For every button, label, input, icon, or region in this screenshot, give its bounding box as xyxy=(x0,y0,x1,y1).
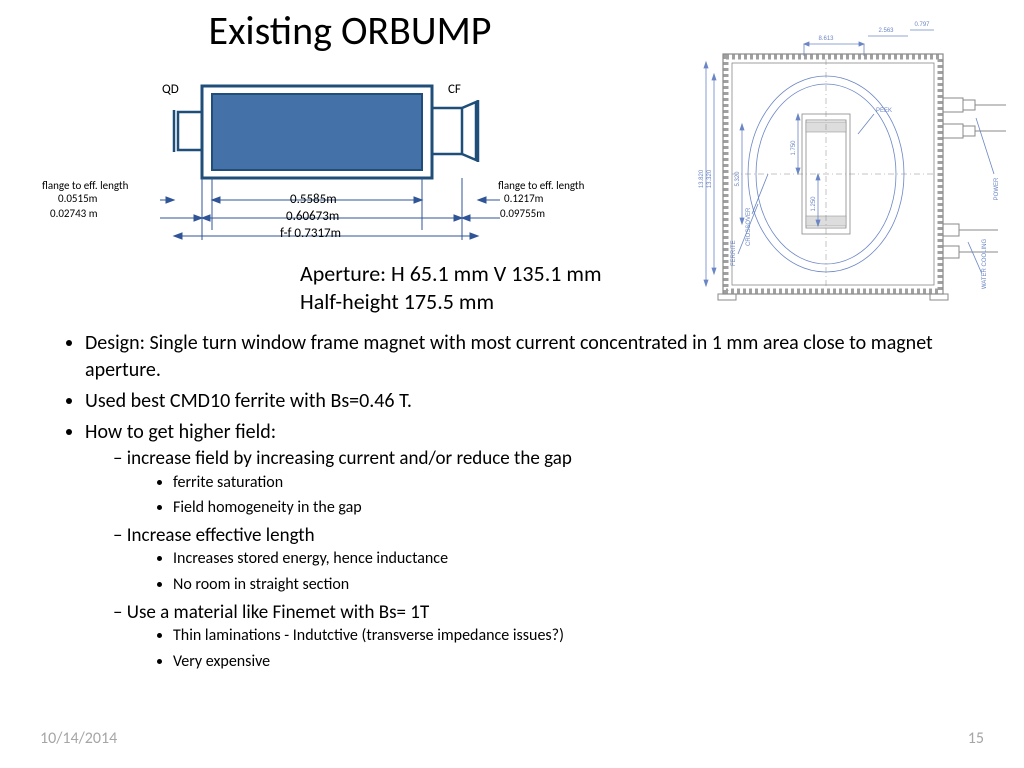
footer-date: 10/14/2014 xyxy=(40,729,117,748)
dim-left-top: 0.0515m xyxy=(58,192,97,205)
callout-peek: PEEK xyxy=(876,108,892,114)
bullet-3b2: No room in straight section xyxy=(173,574,975,596)
dim-v3: 5.320 xyxy=(735,171,741,187)
dim-in2: 1.250 xyxy=(811,196,817,212)
dim-right-top: 0.1217m xyxy=(504,192,543,205)
callout-water: WATER COOLING xyxy=(982,239,988,290)
dim-in1: 1.750 xyxy=(791,140,797,156)
bullet-3c1: Thin laminations - Indutctive (transvers… xyxy=(173,625,975,647)
dim-right-bot: 0.09755m xyxy=(500,207,545,220)
engineering-drawing: 8.613 2.563 0.797 13.820 13.320 5.320 1.… xyxy=(698,14,1008,314)
dim-v2: 13.320 xyxy=(707,169,713,188)
bullet-3b1: Increases stored energy, hence inductanc… xyxy=(173,548,975,570)
page-title: Existing ORBUMP xyxy=(0,6,700,55)
callout-power: POWER xyxy=(994,177,1000,200)
bullet-2: Used best CMD10 ferrite with Bs=0.46 T. xyxy=(85,388,975,415)
dim-c2: 0.60673m xyxy=(286,209,339,224)
aperture-text: Aperture: H 65.1 mm V 135.1 mm Half-heig… xyxy=(300,260,700,315)
bullet-list: Design: Single turn window frame magnet … xyxy=(35,330,975,676)
bullet-3c: Use a material like Finemet with Bs= 1T … xyxy=(113,600,975,673)
callout-ferrite: FERRITE xyxy=(731,240,737,266)
bullet-3b: Increase effective length Increases stor… xyxy=(113,523,975,596)
dim-top1: 8.613 xyxy=(818,36,834,42)
bullet-3: How to get higher field: increase field … xyxy=(85,419,975,672)
dim-top3: 0.797 xyxy=(914,22,930,28)
callout-crossover: CROSSOVER xyxy=(746,207,752,246)
bullet-3a: increase field by increasing current and… xyxy=(113,446,975,519)
dim-c1: 0.5585m xyxy=(290,192,337,207)
flange-left-label: flange to eff. length xyxy=(42,179,128,192)
bullet-1: Design: Single turn window frame magnet … xyxy=(85,330,975,384)
dim-c3: f-f 0.7317m xyxy=(280,226,341,241)
bullet-3a2: Field homogeneity in the gap xyxy=(173,497,975,519)
qd-label: QD xyxy=(162,82,179,97)
bullet-3a1: ferrite saturation xyxy=(173,472,975,494)
aperture-line1: Aperture: H 65.1 mm V 135.1 mm xyxy=(300,260,700,288)
bullet-3c2: Very expensive xyxy=(173,651,975,673)
cf-label: CF xyxy=(448,82,461,97)
dim-left-bot: 0.02743 m xyxy=(50,207,98,220)
footer-page: 15 xyxy=(968,729,984,748)
dim-top2: 2.563 xyxy=(878,28,894,34)
aperture-line2: Half-height 175.5 mm xyxy=(300,288,700,316)
dim-v1: 13.820 xyxy=(699,169,705,188)
flange-right-label: flange to eff. length xyxy=(498,179,584,192)
